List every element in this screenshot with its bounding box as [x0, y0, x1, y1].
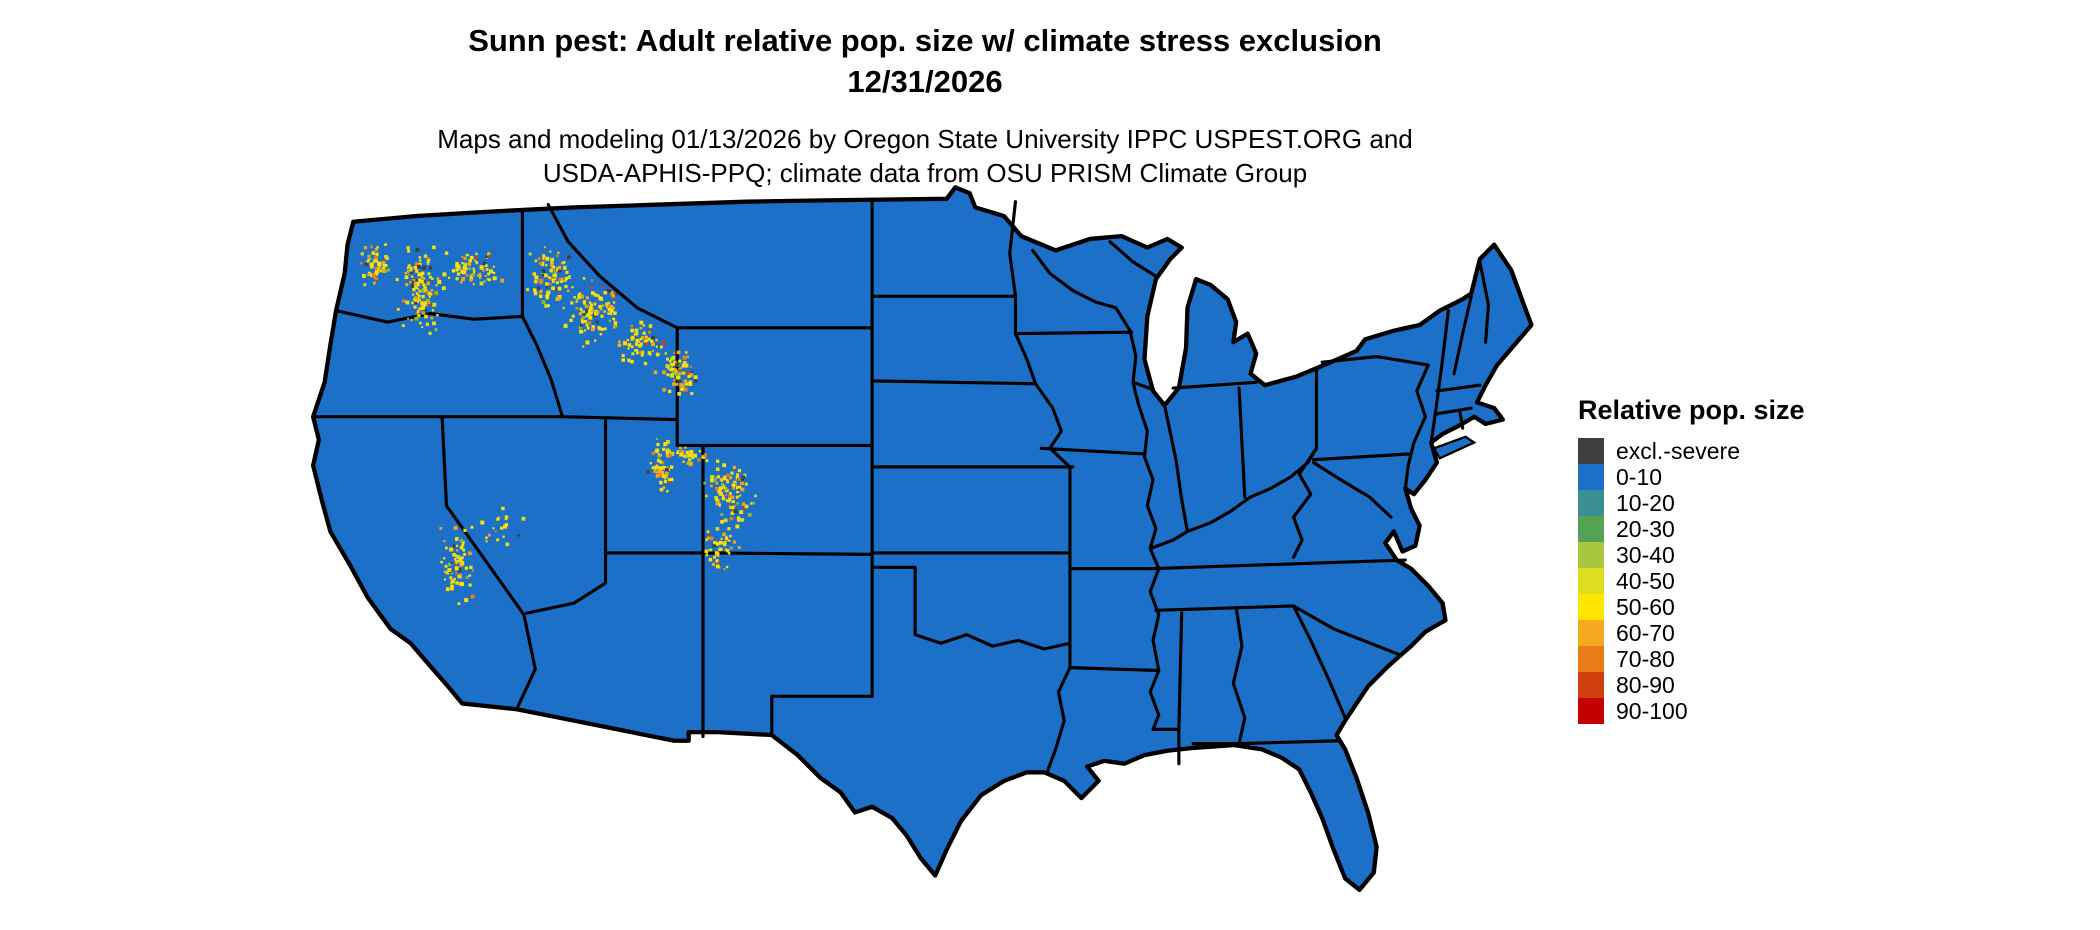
population-speckles — [360, 243, 757, 606]
legend-item: 0-10 — [1578, 464, 1878, 490]
legend-swatch — [1578, 490, 1604, 516]
subtitle-line-2: USDA-APHIS-PPQ; climate data from OSU PR… — [542, 158, 1308, 188]
legend-swatch — [1578, 542, 1604, 568]
legend-item: 80-90 — [1578, 672, 1878, 698]
legend-swatch — [1578, 646, 1604, 672]
legend-item-label: excl.-severe — [1616, 437, 1740, 464]
long-island — [1432, 435, 1477, 460]
legend-swatch — [1578, 568, 1604, 594]
legend-items: excl.-severe 0-10 10-20 20-30 30-40 40-50 50-6… — [1578, 438, 1878, 724]
legend-swatch — [1578, 464, 1604, 490]
us-map — [230, 173, 1606, 930]
legend-item: 20-30 — [1578, 516, 1878, 542]
legend-swatch — [1578, 438, 1604, 464]
legend-item: 70-80 — [1578, 646, 1878, 672]
legend-swatch — [1578, 672, 1604, 698]
legend-swatch — [1578, 620, 1604, 646]
legend-item-label: 0-10 — [1616, 463, 1663, 490]
legend-item: 30-40 — [1578, 542, 1878, 568]
legend-item: 40-50 — [1578, 568, 1878, 594]
legend-item-label: 80-90 — [1616, 671, 1675, 698]
legend-item-label: 60-70 — [1616, 619, 1675, 646]
legend-item-label: 50-60 — [1616, 593, 1675, 620]
us-map-svg — [310, 185, 1534, 893]
legend-swatch — [1578, 698, 1604, 724]
legend-item-label: 40-50 — [1616, 567, 1675, 594]
legend-item: excl.-severe — [1578, 438, 1878, 464]
us-landmass — [310, 185, 1534, 893]
legend-item: 60-70 — [1578, 620, 1878, 646]
title-block: Sunn pest: Adult relative pop. size w/ c… — [0, 20, 1850, 102]
legend-item: 50-60 — [1578, 594, 1878, 620]
map-date: 12/31/2026 — [847, 64, 1003, 99]
legend-item-label: 30-40 — [1616, 541, 1675, 568]
legend: Relative pop. size excl.-severe 0-10 10-20… — [1578, 395, 1878, 724]
subtitle-block: Maps and modeling 01/13/2026 by Oregon S… — [0, 122, 1850, 190]
legend-swatch — [1578, 516, 1604, 542]
legend-item: 10-20 — [1578, 490, 1878, 516]
legend-swatch — [1578, 594, 1604, 620]
legend-item-label: 70-80 — [1616, 645, 1675, 672]
subtitle-line-1: Maps and modeling 01/13/2026 by Oregon S… — [437, 124, 1413, 154]
legend-item: 90-100 — [1578, 698, 1878, 724]
legend-title: Relative pop. size — [1578, 395, 1805, 425]
page-title: Sunn pest: Adult relative pop. size w/ c… — [468, 23, 1382, 58]
legend-item-label: 90-100 — [1616, 697, 1688, 724]
legend-item-label: 10-20 — [1616, 489, 1675, 516]
legend-item-label: 20-30 — [1616, 515, 1675, 542]
